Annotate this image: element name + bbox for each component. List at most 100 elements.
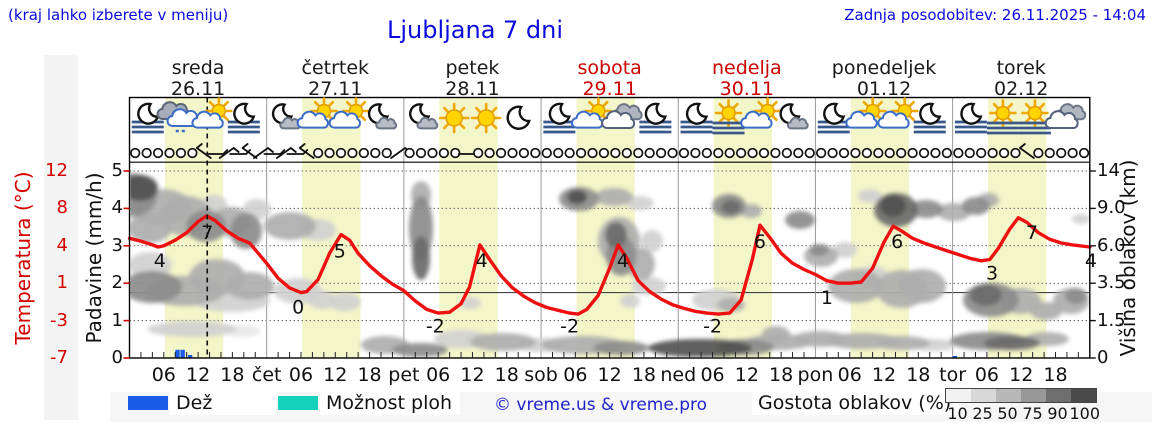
wind-calm-marker: [1078, 147, 1090, 159]
wind-calm-marker: [587, 147, 598, 159]
wind-calm-marker: [667, 147, 678, 159]
cloud-height-tick-label: 0: [1097, 347, 1109, 368]
temp-tick-label: 1: [56, 272, 68, 294]
cloud-blob: [130, 175, 158, 201]
cloud-blob: [605, 222, 627, 248]
cloud-scale-number: 10: [947, 404, 968, 423]
wind-calm-marker: [518, 147, 530, 159]
wind-calm-marker: [827, 147, 838, 159]
wind-calm-marker: [1067, 147, 1078, 159]
wind-calm-marker: [815, 147, 827, 159]
cloud-blob: [762, 326, 790, 342]
weather-icon-sun-cloud: [296, 97, 338, 129]
temperature-value-label: 4: [617, 250, 629, 272]
x-hour-label: 06: [563, 364, 587, 386]
wind-calm-marker: [484, 147, 495, 159]
wind-calm-marker: [678, 147, 690, 159]
wind-calm-marker: [381, 147, 392, 159]
wind-barb: [1019, 143, 1035, 159]
wind-calm-marker: [713, 147, 724, 159]
temperature-curve: [127, 214, 1092, 316]
day-name: sreda: [172, 57, 225, 79]
wind-calm-marker: [1044, 147, 1055, 159]
wind-calm-marker: [415, 147, 427, 159]
cloud-blob: [230, 213, 262, 249]
wind-barb: [253, 147, 274, 159]
x-hour-label: 18: [220, 364, 244, 386]
cloud-density-scale: [945, 388, 1097, 403]
cloud-blob: [186, 210, 226, 242]
weather-icon-moon-cloud: [367, 103, 398, 130]
x-hour-label: 12: [598, 364, 622, 386]
wind-calm-marker: [141, 147, 152, 159]
x-day-abbr: ned: [660, 364, 696, 386]
cloud-scale-number: 25: [972, 404, 993, 423]
x-hour-label: 06: [426, 364, 450, 386]
wind-calm-marker: [1033, 147, 1044, 159]
wind-barb: [263, 149, 286, 155]
weather-icon-moon: [506, 105, 531, 130]
wind-calm-marker: [690, 147, 701, 159]
day-name: petek: [446, 57, 500, 79]
wind-barb: [206, 149, 229, 155]
last-update: Zadnja posodobitev: 26.11.2025 - 14:04: [844, 6, 1146, 24]
wind-calm-marker: [1010, 147, 1021, 159]
wind-calm-marker: [312, 147, 324, 159]
wind-calm-marker: [553, 147, 564, 159]
wind-calm-marker: [152, 147, 164, 159]
rain-bar: [175, 349, 180, 358]
wind-calm-marker: [998, 147, 1010, 159]
cloud-blob: [1072, 214, 1089, 224]
cloud-scale-cell: [1021, 389, 1046, 402]
wind-calm-marker: [530, 147, 541, 159]
day-name: torek: [997, 57, 1046, 79]
x-day-abbr: čet: [252, 364, 282, 386]
x-hour-label: 18: [769, 364, 793, 386]
x-hour-label: 12: [735, 364, 759, 386]
cloud-blob: [470, 333, 536, 351]
wind-calm-marker: [164, 147, 175, 159]
cloud-blob: [641, 230, 663, 252]
cloud-blob: [785, 211, 815, 229]
temperature-value-label: 3: [986, 262, 998, 284]
day-name: sobota: [577, 57, 641, 79]
cloud-scale-number: 75: [1022, 404, 1043, 423]
cloud-blob: [833, 242, 857, 258]
temperature-value-label: 0: [292, 297, 304, 319]
wind-calm-marker: [770, 147, 781, 159]
wind-calm-marker: [621, 147, 632, 159]
wind-calm-marker: [324, 147, 335, 159]
wind-calm-marker: [953, 147, 964, 159]
wind-calm-marker: [896, 147, 907, 159]
x-hour-label: 06: [700, 364, 724, 386]
wind-calm-marker: [610, 147, 621, 159]
weather-icon-moon-cloud: [409, 103, 439, 130]
cloud-blob: [226, 272, 274, 300]
temperature-value-label: -2: [560, 315, 579, 337]
day-date: 30.11: [720, 78, 774, 100]
cloud-blob: [721, 200, 741, 214]
wind-calm-marker: [861, 147, 873, 159]
cloud-blob: [984, 336, 1040, 350]
x-hour-label: 18: [906, 364, 930, 386]
wind-calm-marker: [918, 147, 930, 159]
copyright-link[interactable]: © vreme.us & vreme.pro: [494, 395, 708, 415]
cloud-density-field: [130, 173, 1089, 357]
cloud-density-label: Gostota oblakov (%): [752, 392, 960, 415]
temperature-value-label: 4: [154, 250, 166, 272]
weather-icon-moon-cloud: [271, 103, 302, 130]
wind-barb: [241, 143, 258, 159]
cloud-height-tick-label: 6.0: [1097, 234, 1126, 256]
precip-tick-label: 0: [111, 347, 123, 368]
x-hour-label: 12: [186, 364, 210, 386]
cloud-scale-cell: [1046, 389, 1071, 402]
cloud-blob: [1065, 288, 1087, 304]
weather-icon-moon-fog: [131, 102, 164, 134]
cloud-scale-cell: [971, 389, 996, 402]
temp-tick-label: 4: [56, 234, 68, 256]
temp-tick-label: -3: [50, 309, 68, 331]
cloud-blob: [130, 271, 182, 303]
wind-calm-marker: [541, 147, 552, 159]
rain-bar: [187, 355, 193, 358]
cloud-scale-cell: [1071, 389, 1096, 402]
